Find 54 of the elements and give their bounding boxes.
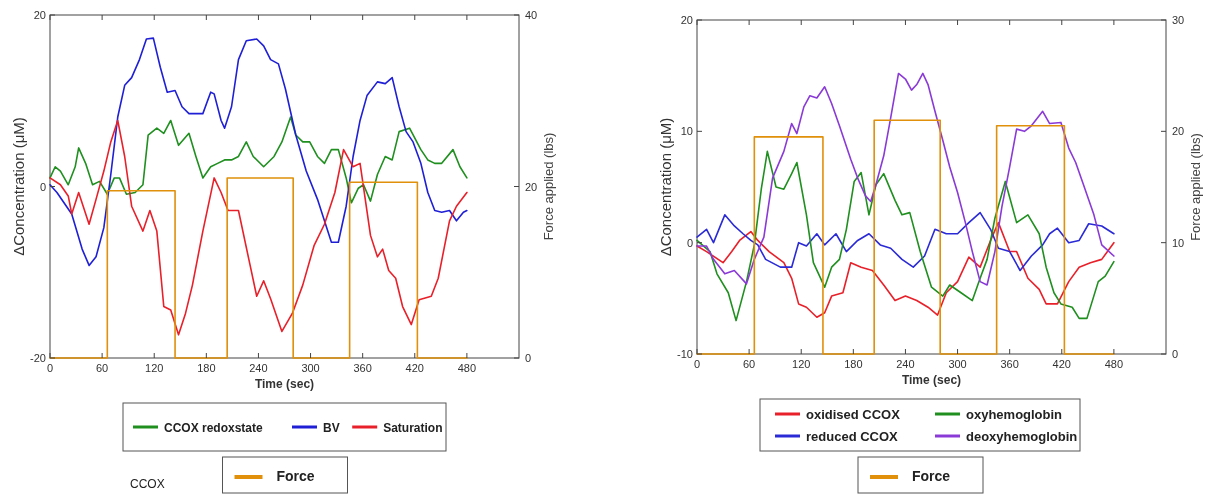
y-axis-title: ΔConcentration (μM) <box>10 117 27 256</box>
line-series <box>696 72 1115 286</box>
legend-label: oxyhemoglobin <box>966 407 1063 422</box>
line-series <box>696 211 1115 272</box>
line-series <box>49 119 468 336</box>
y-tick-label: 20 <box>680 14 693 26</box>
y2-tick-label: 0 <box>1172 348 1179 360</box>
legend-label: Force <box>912 468 951 484</box>
x-tick-label: 480 <box>457 362 477 374</box>
line-series <box>696 221 1115 319</box>
x-tick-label: 480 <box>1104 358 1124 370</box>
x-tick-label: 240 <box>896 358 915 370</box>
y2-tick-label: 30 <box>1172 14 1185 26</box>
legend-label: deoxyhemoglobin <box>966 429 1078 444</box>
x-tick-label: 120 <box>145 362 164 374</box>
x-tick-label: 300 <box>301 362 320 374</box>
x-tick-label: 0 <box>46 362 54 374</box>
legend-label: oxidised CCOX <box>806 407 901 422</box>
legend-label: BV <box>323 421 340 435</box>
y-tick-label: 20 <box>33 9 46 21</box>
x-tick-label: 120 <box>792 358 811 370</box>
line-series <box>49 37 468 267</box>
y2-tick-label: 20 <box>525 180 538 193</box>
y2-axis-title: Force applied (lbs) <box>541 132 556 241</box>
x-tick-label: 60 <box>742 358 756 370</box>
y-tick-label: -10 <box>677 348 693 360</box>
y2-tick-label: 20 <box>1172 125 1185 138</box>
y2-axis-title: Force applied (lbs) <box>1188 133 1203 241</box>
x-tick-label: 60 <box>95 362 109 374</box>
y-tick-label: 0 <box>39 180 46 193</box>
y2-tick-label: 10 <box>1172 236 1185 249</box>
x-tick-label: 0 <box>693 358 701 370</box>
legend-label: reduced CCOX <box>806 429 899 444</box>
legend-label: Force <box>276 468 315 484</box>
text: CCOX <box>130 477 165 491</box>
x-tick-label: 420 <box>1052 358 1071 370</box>
line-series <box>696 150 1115 322</box>
x-tick-label: 420 <box>405 362 424 374</box>
x-axis-title: Time (sec) <box>254 377 315 391</box>
x-tick-label: 180 <box>197 362 216 374</box>
y-tick-label: 10 <box>680 125 693 138</box>
x-tick-label: 240 <box>249 362 268 374</box>
y-tick-label: -20 <box>30 352 46 364</box>
y2-tick-label: 40 <box>525 9 538 21</box>
legend-label: CCOX redoxstate <box>164 421 264 435</box>
x-tick-label: 360 <box>353 362 372 374</box>
x-axis-title: Time (sec) <box>901 373 962 387</box>
legend-label: Saturation <box>383 421 443 435</box>
x-tick-label: 300 <box>948 358 967 370</box>
x-tick-label: 180 <box>844 358 863 370</box>
y-axis-title: ΔConcentration (μM) <box>657 117 674 257</box>
line-series <box>49 116 468 204</box>
x-tick-label: 360 <box>1000 358 1019 370</box>
y-tick-label: 0 <box>686 236 693 249</box>
